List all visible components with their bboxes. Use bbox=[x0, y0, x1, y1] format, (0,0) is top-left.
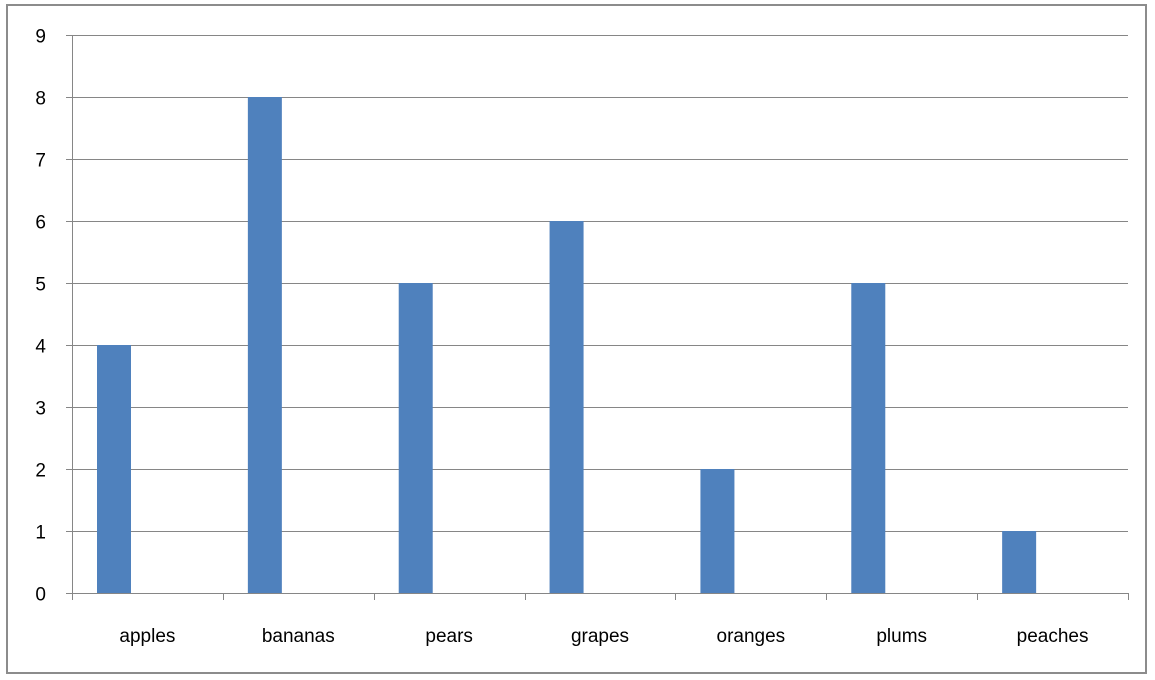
bar-peaches bbox=[1002, 531, 1037, 593]
x-tick-label-pears: pears bbox=[425, 626, 473, 647]
x-tick-label-plums: plums bbox=[876, 626, 927, 647]
y-tick-label: 6 bbox=[35, 213, 46, 234]
y-tick-label: 4 bbox=[35, 337, 46, 358]
bar-grapes bbox=[549, 221, 584, 593]
x-tick-label-peaches: peaches bbox=[1017, 626, 1089, 647]
x-tick-label-bananas: bananas bbox=[262, 626, 335, 647]
x-tick-label-apples: apples bbox=[119, 626, 175, 647]
y-tick-label: 1 bbox=[35, 523, 46, 544]
x-tick-label-oranges: oranges bbox=[717, 626, 786, 647]
gridlines bbox=[72, 35, 1128, 532]
y-tick-label: 0 bbox=[35, 585, 46, 606]
y-tick-label: 5 bbox=[35, 275, 46, 296]
bar-oranges bbox=[700, 469, 735, 593]
axes bbox=[66, 35, 1129, 600]
y-tick-labels: 0 1 2 3 4 5 6 7 8 9 bbox=[35, 27, 46, 606]
y-tick-label: 8 bbox=[35, 89, 46, 110]
bar-apples bbox=[97, 345, 131, 593]
y-tick-label: 3 bbox=[35, 399, 46, 420]
y-tick-label: 2 bbox=[35, 461, 46, 482]
y-tick-label: 7 bbox=[35, 151, 46, 172]
bar-bananas bbox=[247, 97, 282, 593]
y-tick-label: 9 bbox=[35, 27, 46, 48]
x-tick-labels: apples bananas pears grapes oranges plums peac… bbox=[119, 626, 1088, 647]
bar-plums bbox=[851, 283, 886, 593]
bar-pears bbox=[398, 283, 433, 593]
bars bbox=[97, 97, 1037, 593]
x-tick-label-grapes: grapes bbox=[571, 626, 629, 647]
